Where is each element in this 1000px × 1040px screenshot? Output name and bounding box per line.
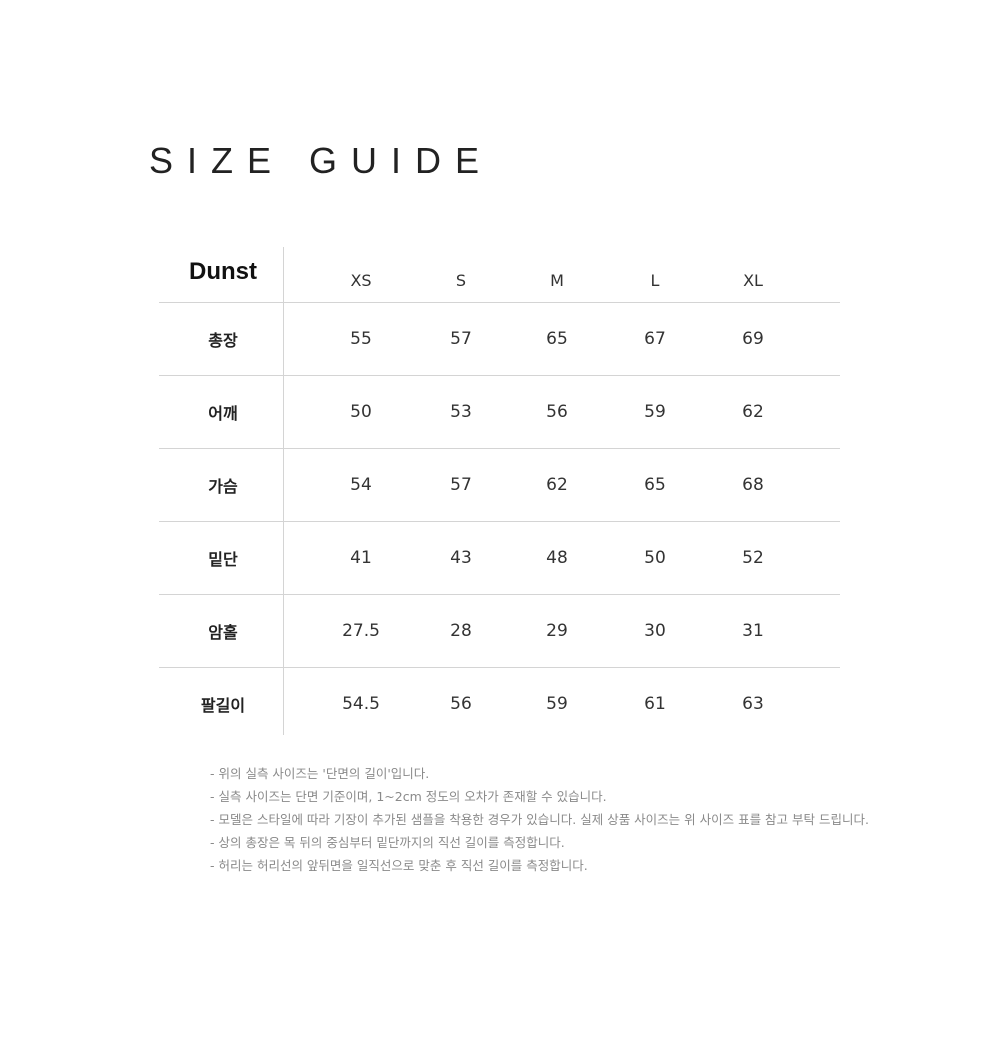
measurement-value: 41 [350, 548, 372, 568]
measurement-value: 30 [644, 621, 666, 641]
measurement-value: 54.5 [342, 694, 380, 714]
measurement-value: 62 [546, 475, 568, 495]
measurement-value: 61 [644, 694, 666, 714]
table-row: 팔길이 54.5 56 59 61 63 [159, 668, 840, 740]
size-header-xs: XS [350, 271, 372, 290]
note-line: - 상의 총장은 목 뒤의 중심부터 밑단까지의 직선 길이를 측정합니다. [210, 835, 565, 850]
page-title: SIZE GUIDE [149, 140, 494, 181]
table-row: 가슴 54 57 62 65 68 [159, 449, 840, 522]
measurement-value: 67 [644, 329, 666, 349]
measurement-value: 53 [450, 402, 472, 422]
size-header-l: L [650, 271, 660, 290]
measurement-value: 65 [644, 475, 666, 495]
note-line: - 실측 사이즈는 단면 기준이며, 1~2cm 정도의 오차가 존재할 수 있… [210, 789, 607, 804]
measurement-value: 28 [450, 621, 472, 641]
size-header-s: S [455, 271, 467, 290]
table-row: 총장 55 57 65 67 69 [159, 303, 840, 376]
measurement-value: 54 [350, 475, 372, 495]
note-line: - 모델은 스타일에 따라 기장이 추가된 샘플을 착용한 경우가 있습니다. … [210, 812, 869, 827]
measurement-value: 48 [546, 548, 568, 568]
note-line: - 허리는 허리선의 앞뒤면을 일직선으로 맞춘 후 직선 길이를 측정합니다. [210, 858, 588, 873]
measurement-label: 가슴 [208, 477, 238, 496]
size-header-m: M [550, 271, 564, 290]
size-header-xl: XL [743, 271, 763, 290]
measurement-label: 팔길이 [200, 696, 246, 715]
measurement-value: 69 [742, 329, 764, 349]
table-row: 밑단 41 43 48 50 52 [159, 522, 840, 595]
measurement-value: 50 [350, 402, 372, 422]
measurement-value: 59 [644, 402, 666, 422]
measurement-value: 55 [350, 329, 372, 349]
measurement-label: 어깨 [208, 404, 238, 423]
measurement-label: 암홀 [208, 623, 238, 642]
measurement-value: 31 [742, 621, 764, 641]
size-table: Dunst XS S M L XL 총장 55 57 65 67 69 어깨 50 53 56 59… [159, 247, 840, 740]
measurement-value: 59 [546, 694, 568, 714]
measurement-value: 50 [644, 548, 666, 568]
measurement-label: 밑단 [208, 550, 238, 569]
measurement-value: 29 [546, 621, 568, 641]
measurement-value: 43 [450, 548, 472, 568]
measurement-value: 57 [450, 329, 472, 349]
table-row: 암홀 27.5 28 29 30 31 [159, 595, 840, 668]
measurement-value: 68 [742, 475, 764, 495]
column-divider [283, 247, 284, 735]
measurement-value: 62 [742, 402, 764, 422]
measurement-value: 52 [742, 548, 764, 568]
measurement-value: 65 [546, 329, 568, 349]
measurement-value: 57 [450, 475, 472, 495]
size-notes: - 위의 실측 사이즈는 '단면의 길이'입니다. - 실측 사이즈는 단면 기… [210, 762, 869, 877]
measurement-value: 27.5 [342, 621, 380, 641]
measurement-value: 56 [546, 402, 568, 422]
table-row: 어깨 50 53 56 59 62 [159, 376, 840, 449]
measurement-label: 총장 [208, 331, 238, 350]
note-line: - 위의 실측 사이즈는 '단면의 길이'입니다. [210, 766, 430, 781]
brand-label: Dunst [189, 258, 257, 285]
measurement-value: 63 [742, 694, 764, 714]
table-header-row: Dunst XS S M L XL [159, 247, 840, 303]
measurement-value: 56 [450, 694, 472, 714]
